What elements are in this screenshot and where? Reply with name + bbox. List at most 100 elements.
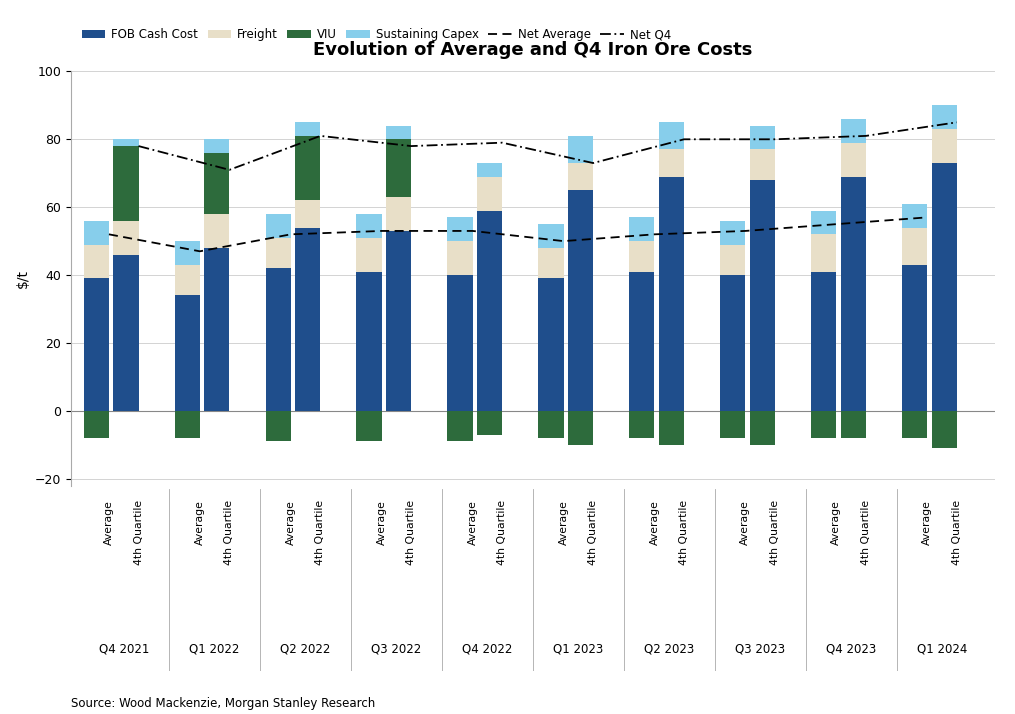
Bar	[902, 228, 928, 265]
Bar	[386, 126, 411, 139]
Text: Q4 2023: Q4 2023	[826, 643, 876, 655]
Bar	[659, 411, 684, 445]
Bar	[295, 122, 321, 136]
Bar	[83, 278, 109, 411]
Text: Q3 2023: Q3 2023	[735, 643, 786, 655]
Text: Average: Average	[286, 501, 295, 545]
Bar	[204, 248, 229, 411]
Bar	[750, 180, 775, 411]
Bar	[750, 411, 775, 445]
Text: Average: Average	[558, 501, 568, 545]
Bar	[83, 221, 109, 244]
Bar	[538, 411, 563, 438]
Bar	[538, 278, 563, 411]
Bar	[811, 211, 836, 234]
Bar	[902, 265, 928, 411]
Text: Q1 2024: Q1 2024	[917, 643, 967, 655]
Bar	[811, 234, 836, 271]
Text: Average: Average	[104, 501, 114, 545]
Text: Q1 2022: Q1 2022	[190, 643, 240, 655]
Text: Q2 2022: Q2 2022	[280, 643, 331, 655]
Text: 4th Quartile: 4th Quartile	[134, 501, 143, 565]
Text: Q1 2023: Q1 2023	[553, 643, 604, 655]
Bar	[356, 271, 382, 411]
Bar	[538, 248, 563, 278]
Text: Average: Average	[195, 501, 205, 545]
Title: Evolution of Average and Q4 Iron Ore Costs: Evolution of Average and Q4 Iron Ore Cos…	[314, 41, 752, 59]
Text: 4th Quartile: 4th Quartile	[588, 501, 598, 565]
Bar	[204, 214, 229, 248]
Bar	[659, 149, 684, 176]
Y-axis label: $/t: $/t	[15, 269, 29, 288]
Bar	[266, 411, 290, 441]
Bar	[175, 241, 200, 265]
Text: Average: Average	[468, 501, 478, 545]
Bar	[567, 136, 593, 163]
Bar	[629, 217, 655, 241]
Bar	[477, 411, 502, 435]
Text: 4th Quartile: 4th Quartile	[497, 501, 508, 565]
Bar	[83, 244, 109, 278]
Bar	[448, 275, 473, 411]
Text: 4th Quartile: 4th Quartile	[952, 501, 962, 565]
Bar	[477, 163, 502, 176]
Bar	[175, 411, 200, 438]
Bar	[720, 275, 745, 411]
Bar	[266, 268, 290, 411]
Bar	[114, 221, 138, 255]
Text: Average: Average	[377, 501, 387, 545]
Bar	[114, 146, 138, 221]
Bar	[629, 411, 655, 438]
Bar	[83, 411, 109, 438]
Bar	[448, 241, 473, 275]
Bar	[567, 190, 593, 411]
Bar	[477, 176, 502, 211]
Text: Q2 2023: Q2 2023	[645, 643, 694, 655]
Text: 4th Quartile: 4th Quartile	[679, 501, 689, 565]
Bar	[902, 411, 928, 438]
Bar	[750, 149, 775, 180]
Bar	[175, 265, 200, 296]
Bar	[659, 176, 684, 411]
Bar	[840, 411, 866, 438]
Bar	[932, 106, 957, 129]
Bar	[659, 122, 684, 149]
Bar	[448, 411, 473, 441]
Bar	[204, 139, 229, 153]
Bar	[386, 231, 411, 411]
Bar	[295, 201, 321, 228]
Text: Q4 2022: Q4 2022	[462, 643, 513, 655]
Bar	[720, 221, 745, 244]
Bar	[932, 411, 957, 448]
Text: Average: Average	[831, 501, 841, 545]
Text: Q3 2022: Q3 2022	[371, 643, 421, 655]
Bar	[356, 411, 382, 441]
Bar	[567, 411, 593, 445]
Bar	[629, 271, 655, 411]
Bar	[902, 203, 928, 228]
Bar	[356, 238, 382, 271]
Bar	[386, 197, 411, 231]
Bar	[295, 228, 321, 411]
Text: Average: Average	[923, 501, 932, 545]
Text: Average: Average	[740, 501, 750, 545]
Text: 4th Quartile: 4th Quartile	[770, 501, 780, 565]
Bar	[567, 163, 593, 190]
Text: 4th Quartile: 4th Quartile	[316, 501, 326, 565]
Bar	[538, 224, 563, 248]
Bar	[175, 296, 200, 411]
Bar	[811, 271, 836, 411]
Bar	[266, 214, 290, 238]
Bar	[932, 129, 957, 163]
Bar	[114, 139, 138, 146]
Bar	[932, 163, 957, 411]
Text: 4th Quartile: 4th Quartile	[406, 501, 416, 565]
Bar	[448, 217, 473, 241]
Bar	[629, 241, 655, 271]
Bar	[720, 244, 745, 275]
Text: Average: Average	[650, 501, 660, 545]
Bar	[204, 153, 229, 214]
Text: 4th Quartile: 4th Quartile	[861, 501, 871, 565]
Legend: FOB Cash Cost, Freight, VIU, Sustaining Capex, Net Average, Net Q4: FOB Cash Cost, Freight, VIU, Sustaining …	[77, 24, 676, 46]
Bar	[295, 136, 321, 201]
